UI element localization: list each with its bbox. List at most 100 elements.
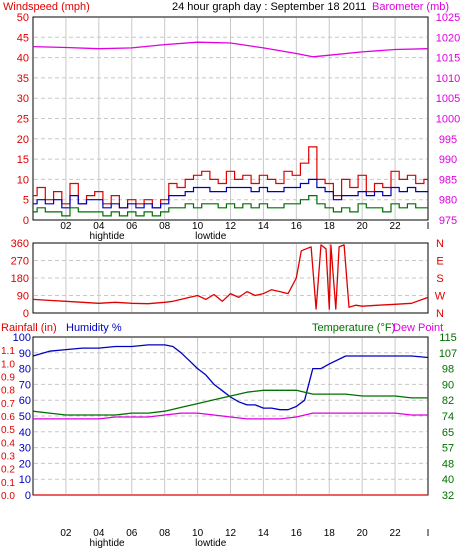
humidity-y-tick: 60 (19, 395, 31, 407)
humidity-line (32, 344, 429, 411)
wind-tide-label: hightide (90, 231, 125, 242)
rain-y-tick: 0.0 (1, 491, 15, 502)
climate-tide-label: hightide (90, 538, 125, 549)
wind-y-tick: 45 (17, 32, 29, 44)
humidity-y-tick: 80 (19, 364, 31, 376)
wind-x-tick: 04 (93, 221, 105, 232)
direction-y-tick: 90 (17, 291, 29, 303)
wind-y-tick: 25 (17, 114, 29, 126)
wind-min-line (33, 195, 428, 217)
compass-tick: E (436, 256, 443, 268)
humidity-y-tick: 50 (19, 411, 31, 423)
dewpoint-axis-label: Dew Point (393, 322, 443, 334)
rain-y-tick: 0.8 (1, 386, 15, 397)
temp-y-tick: 115 (439, 332, 457, 344)
rain-y-tick: 0.3 (1, 452, 15, 463)
humidity-axis-label: Humidity % (66, 322, 122, 334)
humidity-y-tick: 90 (19, 348, 31, 360)
rain-y-tick: 1.0 (1, 359, 15, 370)
baro-y-tick: 1015 (436, 53, 460, 65)
climate-x-tick: I (427, 528, 430, 539)
wind-y-tick: 15 (17, 154, 29, 166)
compass-tick: W (435, 291, 446, 303)
rain-y-tick: 0.1 (1, 478, 15, 489)
wind-x-tick: 18 (324, 221, 336, 232)
wind-x-tick: 12 (225, 221, 237, 232)
temp-y-tick: 98 (442, 364, 454, 376)
wind-x-tick: 06 (126, 221, 138, 232)
compass-tick: S (436, 273, 443, 285)
baro-y-tick: 980 (439, 195, 457, 207)
climate-x-tick: 02 (60, 528, 72, 539)
climate-panel: 0.0 0.1 0.2 0.3 0.4 0.5 0.6 0.7 0.8 0.9 1.0 1.1 0 10 2… (1, 332, 457, 549)
wind-y-tick: 40 (17, 53, 29, 65)
temp-y-tick: 57 (442, 443, 454, 455)
rain-y-tick: 0.7 (1, 399, 15, 410)
temp-y-tick: 74 (442, 411, 454, 423)
climate-x-tick: 16 (291, 528, 303, 539)
temp-y-tick: 82 (442, 395, 454, 407)
direction-y-tick: 270 (11, 256, 29, 268)
baro-y-tick: 995 (439, 134, 457, 146)
wind-x-tick: 10 (192, 221, 204, 232)
wind-x-tick: I (427, 221, 430, 232)
temp-y-tick: 48 (442, 458, 454, 470)
dewpoint-line (33, 412, 428, 420)
wind-y-tick: 0 (23, 215, 29, 227)
climate-x-tick: 12 (225, 528, 237, 539)
direction-y-tick: 360 (11, 238, 29, 250)
chart-title: 24 hour graph day : September 18 2011 (172, 1, 366, 13)
rainfall-axis-label: Rainfall (in) (1, 322, 57, 334)
temp-y-tick: 40 (442, 474, 454, 486)
compass-tick: N (436, 238, 444, 250)
climate-x-tick: 14 (258, 528, 270, 539)
baro-y-tick: 1020 (436, 32, 460, 44)
baro-y-tick: 1010 (436, 73, 460, 85)
wind-x-tick: 08 (159, 221, 171, 232)
climate-x-tick: 10 (192, 528, 204, 539)
climate-x-tick: 06 (126, 528, 138, 539)
rain-y-tick: 0.5 (1, 425, 15, 436)
wind-y-tick: 20 (17, 134, 29, 146)
humidity-y-tick: 20 (19, 458, 31, 470)
wind-direction-line (32, 244, 429, 310)
baro-y-tick: 985 (439, 174, 457, 186)
wind-gust-line (33, 146, 428, 209)
climate-x-tick: 20 (357, 528, 369, 539)
temp-y-tick: 32 (442, 490, 454, 502)
climate-tide-label: lowtide (195, 538, 227, 549)
barometer-line (32, 41, 429, 58)
windspeed-axis-label: Windspeed (mph) (3, 1, 90, 13)
rain-y-tick: 0.2 (1, 465, 15, 476)
climate-x-tick: 18 (324, 528, 336, 539)
wind-x-tick: 20 (357, 221, 369, 232)
baro-y-tick: 1005 (436, 93, 460, 105)
wind-y-tick: 30 (17, 93, 29, 105)
climate-x-tick: 22 (390, 528, 402, 539)
wind-x-tick: 02 (60, 221, 72, 232)
wind-x-tick: 16 (291, 221, 303, 232)
rain-y-tick: 1.1 (1, 346, 15, 357)
barometer-axis-label: Barometer (mb) (372, 1, 449, 13)
humidity-y-tick: 0 (25, 490, 31, 502)
humidity-y-tick: 10 (19, 474, 31, 486)
wind-x-tick: 14 (258, 221, 270, 232)
rain-y-tick: 0.6 (1, 412, 15, 423)
humidity-y-tick: 100 (13, 332, 31, 344)
temp-y-tick: 65 (442, 427, 454, 439)
wind-avg-line (33, 178, 428, 209)
temperature-axis-label: Temperature (°F) (312, 322, 395, 334)
baro-y-tick: 1025 (436, 12, 460, 24)
baro-y-tick: 975 (439, 215, 457, 227)
wind-y-tick: 50 (17, 12, 29, 24)
baro-y-tick: 1000 (436, 114, 460, 126)
wind-y-tick: 5 (23, 195, 29, 207)
climate-x-tick: 08 (159, 528, 171, 539)
rain-y-tick: 0.9 (1, 373, 15, 384)
humidity-y-tick: 40 (19, 427, 31, 439)
temp-y-tick: 90 (442, 379, 454, 391)
wind-panel: 0510152025303540455097598098599099510001… (17, 12, 460, 242)
temperature-line (32, 389, 428, 416)
